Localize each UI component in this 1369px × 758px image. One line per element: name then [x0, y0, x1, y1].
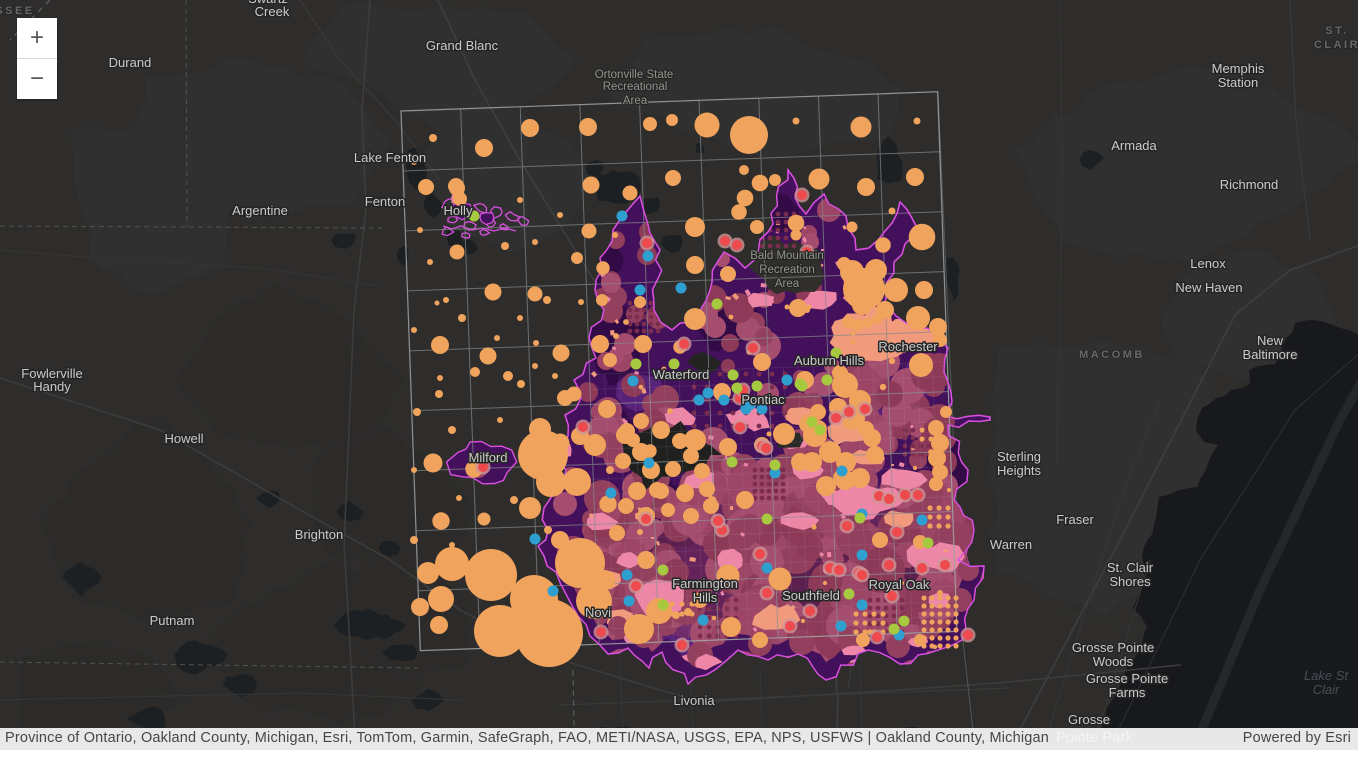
svg-text:CLAIR: CLAIR	[1314, 39, 1360, 51]
svg-text:Warren: Warren	[990, 537, 1032, 552]
svg-text:Milford: Milford	[468, 450, 507, 465]
svg-text:Argentine: Argentine	[232, 203, 288, 218]
svg-text:Putnam: Putnam	[150, 613, 195, 628]
svg-text:Area: Area	[775, 278, 800, 290]
svg-text:Grosse Pointe: Grosse Pointe	[1086, 671, 1168, 686]
svg-text:Lake Fenton: Lake Fenton	[354, 150, 426, 165]
svg-text:Brighton: Brighton	[295, 527, 343, 542]
svg-text:Waterford: Waterford	[653, 367, 710, 382]
svg-text:Area: Area	[623, 95, 648, 107]
svg-text:Creek: Creek	[255, 4, 290, 19]
svg-text:Grand Blanc: Grand Blanc	[426, 38, 499, 53]
svg-text:Bald Mountain: Bald Mountain	[750, 250, 824, 262]
svg-text:Station: Station	[1218, 75, 1258, 90]
svg-text:Lake St: Lake St	[1304, 668, 1349, 683]
svg-text:ST.: ST.	[1325, 25, 1348, 37]
svg-text:Baltimore: Baltimore	[1243, 347, 1298, 362]
svg-text:New Haven: New Haven	[1175, 280, 1242, 295]
svg-text:New: New	[1257, 333, 1284, 348]
svg-text:Richmond: Richmond	[1220, 177, 1279, 192]
svg-text:Fraser: Fraser	[1056, 512, 1094, 527]
svg-text:St. Clair: St. Clair	[1107, 560, 1154, 575]
svg-text:Auburn Hills: Auburn Hills	[794, 353, 865, 368]
svg-text:MACOMB: MACOMB	[1079, 349, 1145, 361]
svg-text:Royal Oak: Royal Oak	[869, 577, 930, 592]
svg-text:Handy: Handy	[33, 379, 71, 394]
svg-text:Livonia: Livonia	[673, 693, 715, 708]
svg-text:Recreational: Recreational	[603, 81, 668, 93]
svg-text:Southfield: Southfield	[782, 588, 840, 603]
svg-text:Fenton: Fenton	[365, 194, 405, 209]
svg-text:Grosse Pointe: Grosse Pointe	[1072, 640, 1154, 655]
svg-text:Sterling: Sterling	[997, 449, 1041, 464]
svg-text:Lenox: Lenox	[1190, 256, 1226, 271]
svg-text:Durand: Durand	[109, 55, 152, 70]
svg-text:Shores: Shores	[1109, 574, 1151, 589]
svg-text:Hills: Hills	[693, 590, 718, 605]
svg-text:Ortonville State: Ortonville State	[595, 69, 674, 81]
svg-text:Howell: Howell	[164, 431, 203, 446]
svg-text:Grosse: Grosse	[1068, 712, 1110, 727]
svg-text:Rochester: Rochester	[878, 339, 938, 354]
svg-text:Woods: Woods	[1093, 654, 1134, 669]
svg-text:Holly: Holly	[444, 203, 473, 218]
svg-text:Armada: Armada	[1111, 138, 1157, 153]
svg-text:Fowlerville: Fowlerville	[21, 366, 82, 381]
svg-text:Farms: Farms	[1109, 685, 1146, 700]
svg-text:SSEE: SSEE	[0, 5, 35, 17]
svg-text:Heights: Heights	[997, 463, 1042, 478]
svg-text:Farmington: Farmington	[672, 576, 738, 591]
svg-text:Novi: Novi	[585, 605, 611, 620]
svg-text:Pontiac: Pontiac	[741, 392, 785, 407]
svg-text:Clair: Clair	[1313, 682, 1340, 697]
svg-text:Recreation: Recreation	[759, 264, 815, 276]
svg-text:Swartz: Swartz	[248, 0, 288, 6]
svg-text:Memphis: Memphis	[1212, 61, 1265, 76]
